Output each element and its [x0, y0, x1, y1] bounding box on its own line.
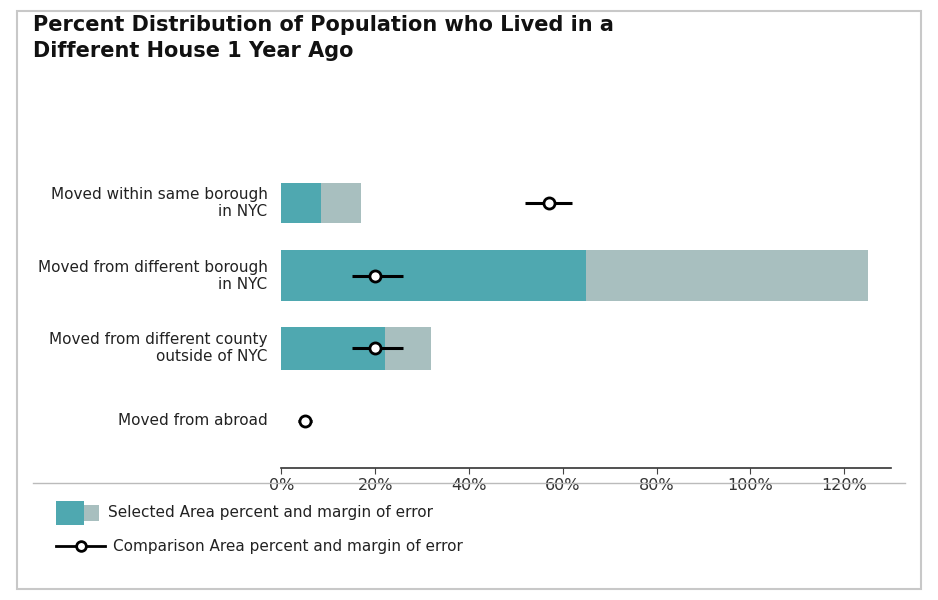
Text: Comparison Area percent and margin of error: Comparison Area percent and margin of er…	[113, 539, 462, 553]
Bar	[281, 326, 431, 370]
Text: Selected Area percent and margin of error: Selected Area percent and margin of erro…	[108, 505, 432, 520]
Bar	[281, 183, 321, 223]
Bar	[281, 250, 586, 301]
Text: Percent Distribution of Population who Lived in a
Different House 1 Year Ago: Percent Distribution of Population who L…	[33, 15, 613, 61]
Bar	[281, 183, 361, 223]
Bar	[281, 250, 868, 301]
Bar	[281, 326, 385, 370]
